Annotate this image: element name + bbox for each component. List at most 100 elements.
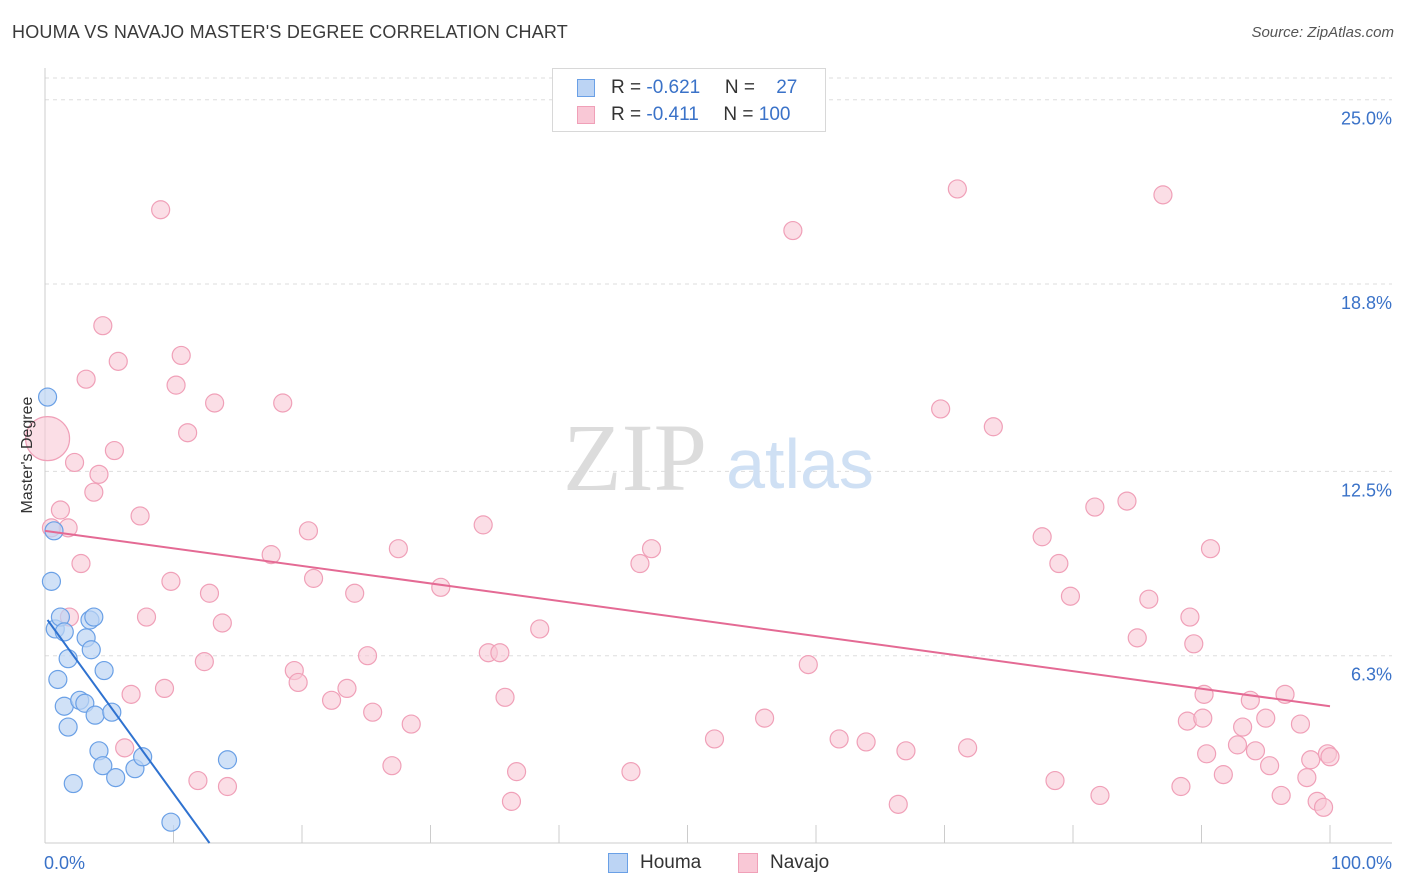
navajo-point	[1127, 628, 1147, 648]
navajo-point	[1180, 607, 1200, 627]
navajo-point	[166, 375, 186, 395]
navajo-point	[1290, 714, 1311, 734]
navajo-point	[298, 521, 319, 541]
x-tick-max: 100.0%	[1331, 853, 1392, 873]
navajo-point	[84, 482, 104, 502]
navajo-point	[1297, 767, 1317, 788]
navajo-point	[1060, 586, 1081, 606]
houma-r-value: -0.621	[646, 77, 701, 98]
trend-lines	[44, 529, 1331, 844]
navajo-point	[1200, 539, 1221, 559]
navajo-point	[1045, 770, 1065, 791]
navajo-point	[983, 417, 1003, 437]
watermark-zip: ZIP	[563, 404, 707, 511]
navajo-point	[1245, 741, 1266, 761]
navajo-point	[337, 678, 357, 699]
navajo-point	[71, 553, 91, 574]
navajo-point	[754, 708, 775, 728]
watermark-atlas: atlas	[726, 425, 874, 503]
navajo-point	[621, 762, 641, 782]
houma-point	[161, 812, 181, 832]
navajo-point	[345, 583, 365, 603]
navajo-point	[896, 741, 916, 761]
houma-point	[41, 571, 62, 591]
navajo-point	[50, 500, 71, 520]
navajo-point	[171, 345, 191, 366]
houma-swatch	[577, 79, 595, 97]
navajo-swatch	[577, 106, 595, 124]
navajo-point	[506, 762, 527, 782]
y-tick-label: 12.5%	[1341, 480, 1392, 500]
navajo-point	[431, 577, 451, 597]
navajo-point	[24, 416, 71, 462]
navajo-n-value: 100	[758, 104, 791, 125]
houma-point	[63, 773, 83, 794]
houma-legend-label: Houma	[640, 852, 702, 873]
y-tick-label: 6.3%	[1351, 665, 1392, 685]
navajo-point	[136, 607, 157, 627]
navajo-point	[108, 351, 128, 371]
navajo-point	[64, 452, 85, 473]
navajo-point	[704, 729, 725, 749]
navajo-point	[501, 791, 522, 811]
navajo-point	[357, 646, 378, 666]
navajo-legend-label: Navajo	[770, 852, 830, 873]
houma-legend-swatch	[608, 853, 628, 873]
navajo-point	[1320, 747, 1340, 767]
watermark: ZIP atlas	[563, 404, 874, 511]
navajo-point	[1197, 744, 1217, 764]
navajo-point	[490, 643, 510, 663]
houma-point	[106, 767, 126, 788]
y-axis-label: Master's Degree	[19, 396, 36, 513]
navajo-point	[1032, 527, 1052, 547]
navajo-point	[888, 794, 908, 814]
houma-point	[37, 387, 58, 407]
navajo-point	[530, 619, 550, 639]
navajo-point	[217, 776, 238, 797]
navajo-point	[130, 506, 150, 526]
navajo-point	[1085, 497, 1105, 517]
navajo-point	[829, 729, 849, 749]
y-tick-label: 18.8%	[1341, 293, 1392, 313]
navajo-points	[24, 179, 1340, 817]
navajo-point	[1260, 756, 1280, 776]
navajo-point	[1171, 776, 1191, 797]
navajo-point	[93, 316, 113, 336]
houma-n-value: 27	[776, 77, 798, 98]
navajo-point	[1153, 185, 1173, 205]
navajo-point	[1301, 750, 1321, 770]
houma-point	[81, 640, 101, 660]
houma-trend-line	[46, 619, 211, 844]
navajo-point	[1233, 717, 1253, 737]
navajo-point	[947, 179, 967, 199]
houma-point	[217, 750, 238, 770]
y-tick-label: 25.0%	[1341, 109, 1392, 129]
navajo-point	[212, 613, 232, 633]
navajo-point	[1213, 765, 1233, 785]
navajo-n-label: N =	[723, 104, 759, 125]
navajo-point	[194, 652, 214, 672]
navajo-point	[1049, 553, 1069, 574]
x-tick-min: 0.0%	[44, 853, 85, 873]
source-label: Source: ZipAtlas.com	[1251, 24, 1394, 41]
houma-r-label: R =	[611, 77, 647, 98]
navajo-point	[321, 690, 342, 710]
houma-point	[44, 521, 64, 541]
chart-title: HOUMA VS NAVAJO MASTER'S DEGREE CORRELAT…	[12, 22, 568, 42]
houma-point	[58, 717, 78, 737]
navajo-point	[798, 655, 818, 675]
gridlines	[45, 77, 1392, 657]
navajo-point	[89, 464, 109, 484]
navajo-point	[1193, 708, 1213, 728]
houma-point	[93, 756, 113, 776]
navajo-point	[1139, 589, 1159, 609]
stats-legend: R = -0.621 N = 27 R = -0.411 N = 100	[552, 68, 826, 132]
navajo-point	[641, 539, 662, 559]
navajo-legend-swatch	[738, 853, 758, 873]
houma-point	[94, 660, 114, 681]
navajo-point	[1117, 491, 1137, 511]
navajo-point	[121, 684, 141, 704]
navajo-point	[161, 571, 181, 591]
navajo-point	[151, 200, 171, 220]
